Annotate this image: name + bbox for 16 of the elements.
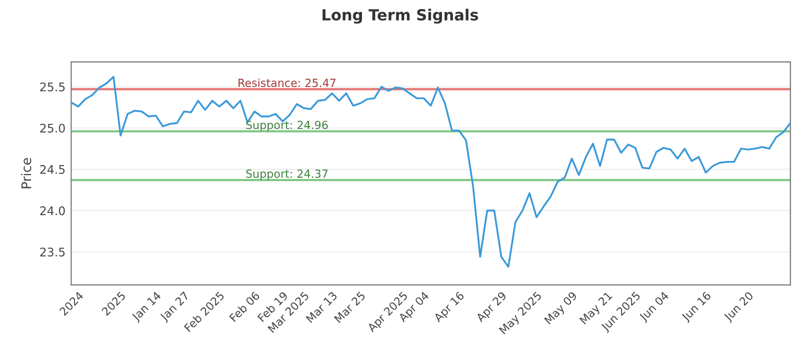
chart-title: Long Term Signals [322, 8, 478, 24]
x-tick-label: Jan 27 [159, 291, 191, 324]
y-axis-title: Price [21, 158, 32, 188]
y-tick-label: 24.5 [40, 165, 65, 174]
ref-line-label: Support: 24.96 [246, 120, 328, 132]
y-tick-label: 24.0 [40, 206, 65, 216]
x-tick-label: Apr 16 [433, 291, 466, 324]
y-tick-label: 23.5 [40, 248, 65, 257]
y-tick-label: 25.5 [40, 82, 65, 92]
x-tick-label: Jun 16 [680, 291, 713, 324]
ref-line-label: Resistance: 25.47 [238, 78, 336, 88]
ref-line-label: Support: 24.37 [246, 169, 328, 180]
line-series [71, 76, 790, 268]
y-tick-label: 25.0 [40, 124, 65, 133]
x-tick-label: Jun 20 [723, 291, 756, 324]
x-tick-label: Jun 04 [638, 291, 671, 324]
